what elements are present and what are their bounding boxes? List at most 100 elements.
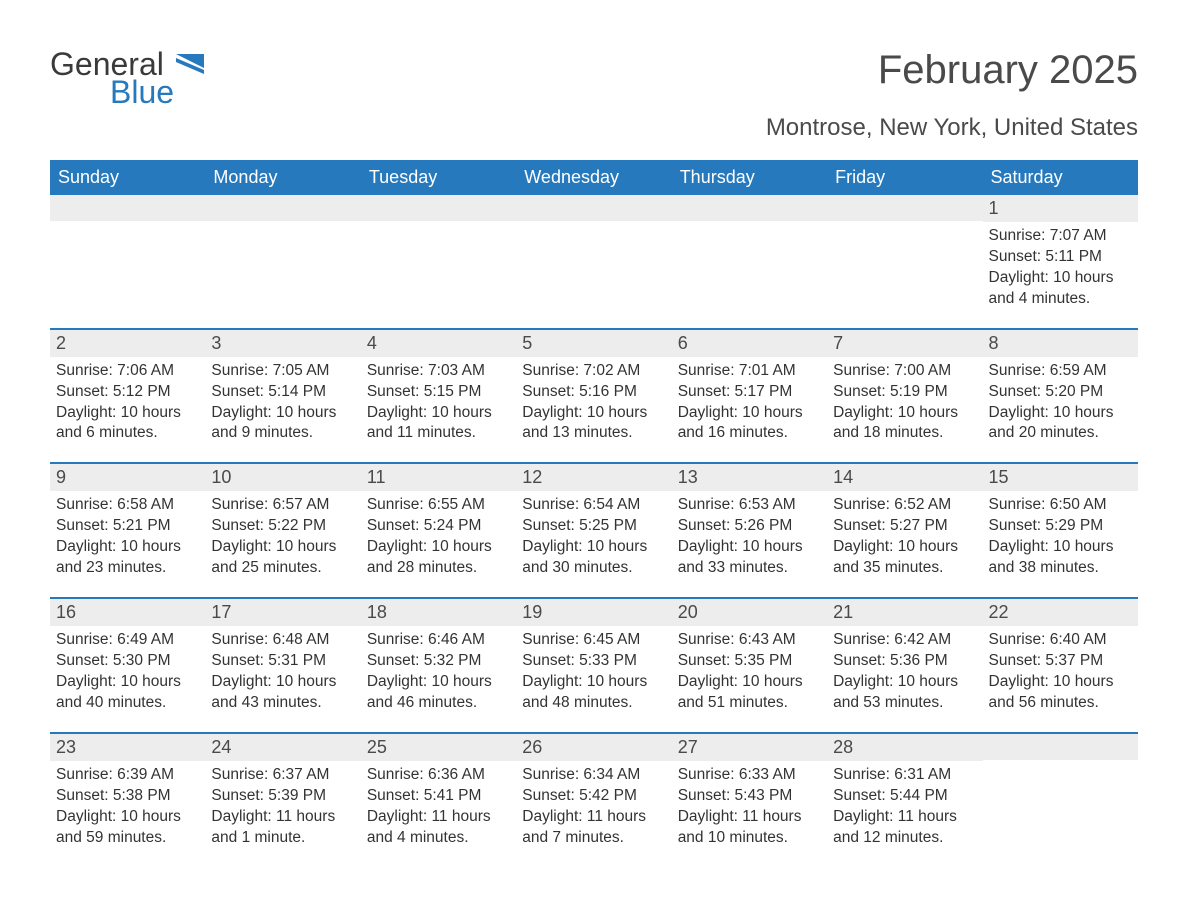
sunrise-text: Sunrise: 6:33 AM xyxy=(678,765,821,786)
sunrise-text: Sunrise: 6:57 AM xyxy=(211,495,354,516)
sunrise-text: Sunrise: 7:07 AM xyxy=(989,226,1132,247)
sunrise-text: Sunrise: 6:37 AM xyxy=(211,765,354,786)
day-cell: 28Sunrise: 6:31 AMSunset: 5:44 PMDayligh… xyxy=(827,734,982,867)
day-number xyxy=(361,195,516,221)
day-body: Sunrise: 6:31 AMSunset: 5:44 PMDaylight:… xyxy=(827,761,982,867)
daylight-text: Daylight: 10 hours and 6 minutes. xyxy=(56,403,199,445)
day-body: Sunrise: 6:46 AMSunset: 5:32 PMDaylight:… xyxy=(361,626,516,732)
day-cell xyxy=(50,195,205,328)
day-cell: 14Sunrise: 6:52 AMSunset: 5:27 PMDayligh… xyxy=(827,464,982,597)
calendar: Sunday Monday Tuesday Wednesday Thursday… xyxy=(50,160,1138,866)
sunrise-text: Sunrise: 6:40 AM xyxy=(989,630,1132,651)
weekday-saturday: Saturday xyxy=(983,160,1138,195)
calendar-week: 1Sunrise: 7:07 AMSunset: 5:11 PMDaylight… xyxy=(50,195,1138,328)
day-number: 26 xyxy=(516,734,671,761)
logo-text-block: General Blue xyxy=(50,48,174,108)
day-cell: 25Sunrise: 6:36 AMSunset: 5:41 PMDayligh… xyxy=(361,734,516,867)
daylight-text: Daylight: 11 hours and 4 minutes. xyxy=(367,807,510,849)
day-number: 24 xyxy=(205,734,360,761)
sunrise-text: Sunrise: 7:06 AM xyxy=(56,361,199,382)
day-cell: 4Sunrise: 7:03 AMSunset: 5:15 PMDaylight… xyxy=(361,330,516,463)
day-number: 3 xyxy=(205,330,360,357)
sunrise-text: Sunrise: 6:55 AM xyxy=(367,495,510,516)
sunset-text: Sunset: 5:32 PM xyxy=(367,651,510,672)
day-number: 8 xyxy=(983,330,1138,357)
sunset-text: Sunset: 5:19 PM xyxy=(833,382,976,403)
sunset-text: Sunset: 5:25 PM xyxy=(522,516,665,537)
day-number: 14 xyxy=(827,464,982,491)
day-body: Sunrise: 6:40 AMSunset: 5:37 PMDaylight:… xyxy=(983,626,1138,732)
sunset-text: Sunset: 5:39 PM xyxy=(211,786,354,807)
day-number: 9 xyxy=(50,464,205,491)
day-body: Sunrise: 6:55 AMSunset: 5:24 PMDaylight:… xyxy=(361,491,516,597)
calendar-week: 16Sunrise: 6:49 AMSunset: 5:30 PMDayligh… xyxy=(50,597,1138,732)
sunset-text: Sunset: 5:12 PM xyxy=(56,382,199,403)
day-cell: 17Sunrise: 6:48 AMSunset: 5:31 PMDayligh… xyxy=(205,599,360,732)
day-cell xyxy=(516,195,671,328)
sunrise-text: Sunrise: 7:03 AM xyxy=(367,361,510,382)
day-number: 12 xyxy=(516,464,671,491)
day-body: Sunrise: 7:00 AMSunset: 5:19 PMDaylight:… xyxy=(827,357,982,463)
day-body: Sunrise: 6:52 AMSunset: 5:27 PMDaylight:… xyxy=(827,491,982,597)
sunrise-text: Sunrise: 6:48 AM xyxy=(211,630,354,651)
day-number xyxy=(50,195,205,221)
page-title: February 2025 xyxy=(878,48,1138,93)
weekday-thursday: Thursday xyxy=(672,160,827,195)
sunset-text: Sunset: 5:38 PM xyxy=(56,786,199,807)
sunrise-text: Sunrise: 6:53 AM xyxy=(678,495,821,516)
day-body: Sunrise: 7:07 AMSunset: 5:11 PMDaylight:… xyxy=(983,222,1138,328)
day-cell: 11Sunrise: 6:55 AMSunset: 5:24 PMDayligh… xyxy=(361,464,516,597)
day-number: 20 xyxy=(672,599,827,626)
sunset-text: Sunset: 5:16 PM xyxy=(522,382,665,403)
sunset-text: Sunset: 5:36 PM xyxy=(833,651,976,672)
daylight-text: Daylight: 10 hours and 13 minutes. xyxy=(522,403,665,445)
daylight-text: Daylight: 10 hours and 46 minutes. xyxy=(367,672,510,714)
logo: General Blue xyxy=(50,48,204,108)
daylight-text: Daylight: 10 hours and 30 minutes. xyxy=(522,537,665,579)
sunrise-text: Sunrise: 6:49 AM xyxy=(56,630,199,651)
sunrise-text: Sunrise: 6:45 AM xyxy=(522,630,665,651)
day-number xyxy=(983,734,1138,760)
day-cell: 22Sunrise: 6:40 AMSunset: 5:37 PMDayligh… xyxy=(983,599,1138,732)
daylight-text: Daylight: 10 hours and 20 minutes. xyxy=(989,403,1132,445)
daylight-text: Daylight: 10 hours and 53 minutes. xyxy=(833,672,976,714)
day-number: 27 xyxy=(672,734,827,761)
calendar-week: 2Sunrise: 7:06 AMSunset: 5:12 PMDaylight… xyxy=(50,328,1138,463)
weekday-friday: Friday xyxy=(827,160,982,195)
day-number: 28 xyxy=(827,734,982,761)
day-body: Sunrise: 6:45 AMSunset: 5:33 PMDaylight:… xyxy=(516,626,671,732)
day-number: 2 xyxy=(50,330,205,357)
day-cell: 12Sunrise: 6:54 AMSunset: 5:25 PMDayligh… xyxy=(516,464,671,597)
day-number: 21 xyxy=(827,599,982,626)
day-number: 10 xyxy=(205,464,360,491)
day-body: Sunrise: 7:05 AMSunset: 5:14 PMDaylight:… xyxy=(205,357,360,463)
weekday-monday: Monday xyxy=(205,160,360,195)
calendar-week: 9Sunrise: 6:58 AMSunset: 5:21 PMDaylight… xyxy=(50,462,1138,597)
sunrise-text: Sunrise: 7:02 AM xyxy=(522,361,665,382)
daylight-text: Daylight: 11 hours and 7 minutes. xyxy=(522,807,665,849)
weekday-tuesday: Tuesday xyxy=(361,160,516,195)
daylight-text: Daylight: 11 hours and 10 minutes. xyxy=(678,807,821,849)
day-body: Sunrise: 6:53 AMSunset: 5:26 PMDaylight:… xyxy=(672,491,827,597)
day-body: Sunrise: 6:54 AMSunset: 5:25 PMDaylight:… xyxy=(516,491,671,597)
day-number: 23 xyxy=(50,734,205,761)
sunset-text: Sunset: 5:17 PM xyxy=(678,382,821,403)
daylight-text: Daylight: 10 hours and 38 minutes. xyxy=(989,537,1132,579)
day-body: Sunrise: 7:03 AMSunset: 5:15 PMDaylight:… xyxy=(361,357,516,463)
daylight-text: Daylight: 10 hours and 59 minutes. xyxy=(56,807,199,849)
day-body: Sunrise: 6:59 AMSunset: 5:20 PMDaylight:… xyxy=(983,357,1138,463)
day-cell: 2 Sunrise: 7:06 AMSunset: 5:12 PMDaylight… xyxy=(50,330,205,463)
sunset-text: Sunset: 5:20 PM xyxy=(989,382,1132,403)
sunset-text: Sunset: 5:14 PM xyxy=(211,382,354,403)
sunset-text: Sunset: 5:35 PM xyxy=(678,651,821,672)
day-number xyxy=(827,195,982,221)
sunrise-text: Sunrise: 7:05 AM xyxy=(211,361,354,382)
sunrise-text: Sunrise: 6:52 AM xyxy=(833,495,976,516)
day-body: Sunrise: 6:48 AMSunset: 5:31 PMDaylight:… xyxy=(205,626,360,732)
day-body: Sunrise: 6:42 AMSunset: 5:36 PMDaylight:… xyxy=(827,626,982,732)
day-cell: 3Sunrise: 7:05 AMSunset: 5:14 PMDaylight… xyxy=(205,330,360,463)
day-number xyxy=(516,195,671,221)
weekday-wednesday: Wednesday xyxy=(516,160,671,195)
sunset-text: Sunset: 5:22 PM xyxy=(211,516,354,537)
day-cell xyxy=(205,195,360,328)
